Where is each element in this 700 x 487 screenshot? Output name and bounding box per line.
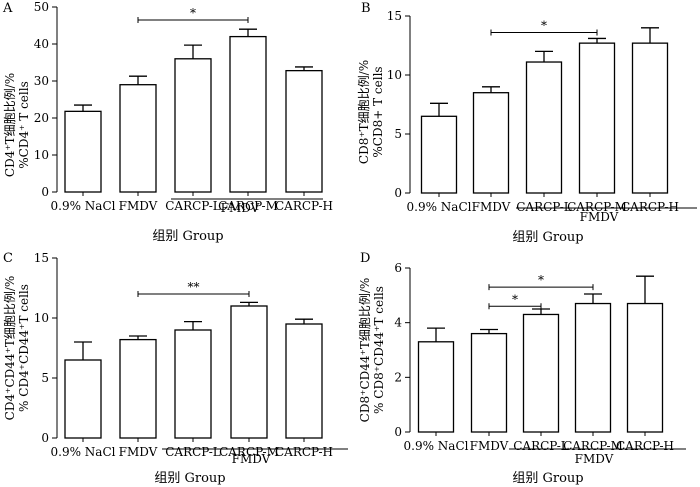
panel-a-bar <box>119 84 157 193</box>
panel-b-group-label: FMDV <box>580 210 619 224</box>
panel-a-label: A <box>2 1 13 16</box>
panel-a-sig-label: * <box>190 6 196 20</box>
panel-c-ytick-label: 15 <box>34 251 49 265</box>
panel-d-category-label: 0.9% NaCl <box>404 439 469 453</box>
panel-b-bar <box>631 42 669 194</box>
panel-d-ytick-label: 2 <box>394 370 402 384</box>
panel-d-sig-label: * <box>512 292 518 306</box>
panel-c-label: C <box>3 251 13 266</box>
panel-d-category-label: CARCP-L <box>513 439 569 453</box>
panel-a-ytick-label: 50 <box>34 0 49 14</box>
panel-c-ylabel-cn: CD4⁺CD44⁺T细胞比例/% <box>3 276 17 421</box>
panel-d-bar <box>417 341 455 433</box>
panel-d-bar <box>574 302 612 433</box>
panel-b-ytick-label: 15 <box>387 9 402 23</box>
panel-b-ytick-label: 0 <box>394 186 402 200</box>
panel-d-ylabel-en: % CD8⁺CD44⁺T cells <box>372 286 386 414</box>
panel-d-bar <box>470 332 508 433</box>
panel-b-bar <box>472 92 510 194</box>
panel-a-category-label: CARCP-H <box>275 199 333 213</box>
panel-a-group-label: FMDV <box>221 201 260 215</box>
panel-b-category-label: CARCP-L <box>516 200 572 214</box>
panel-a-bar <box>174 58 212 193</box>
panel-b-ytick-label: 10 <box>387 68 402 82</box>
panel-b-bar <box>420 115 458 194</box>
panel-b-sig-label: * <box>541 19 547 33</box>
panel-d-xlabel: 组别 Group <box>512 471 583 486</box>
panel-c-ytick-label: 0 <box>41 431 49 445</box>
panel-b-category-label: CARCP-M <box>567 200 627 214</box>
panel-d-ytick-label: 6 <box>394 261 402 275</box>
panel-b-category-label: 0.9% NaCl <box>407 200 472 214</box>
panel-c-xlabel: 组别 Group <box>154 471 225 486</box>
panel-b-ylabel-en: %CD8+ T cells <box>371 66 385 157</box>
panel-c-category-label: CARCP-L <box>165 445 221 459</box>
panel-b-category-label: CARCP-H <box>621 200 679 214</box>
panel-c-bar <box>119 338 157 439</box>
panel-a-bar <box>64 110 102 193</box>
panel-d: D CD8⁺CD44⁺T细胞比例/% % CD8⁺CD44⁺T cells 组别… <box>358 251 686 486</box>
panel-c-bar <box>285 323 323 439</box>
panel-a-ytick-label: 0 <box>41 185 49 199</box>
panel-d-ytick-label: 4 <box>394 316 402 330</box>
panel-a-ylabel-cn: CD4⁺T细胞比例/% <box>3 73 17 177</box>
panel-a-bar <box>285 69 323 193</box>
panel-d-category-label: CARCP-H <box>616 439 674 453</box>
panel-d-group-label: FMDV <box>575 452 614 466</box>
panel-c-group-label: FMDV <box>232 452 271 466</box>
panel-c-bar <box>174 329 212 439</box>
panel-a-ytick-label: 10 <box>34 148 49 162</box>
panel-c-ytick-label: 10 <box>34 311 49 325</box>
panel-a-ytick-label: 20 <box>34 111 49 125</box>
panel-b-bar <box>578 42 616 194</box>
panel-b-ytick-label: 5 <box>394 127 402 141</box>
panel-c: C CD4⁺CD44⁺T细胞比例/% % CD4⁺CD44⁺T cells 组别… <box>3 251 348 486</box>
panel-c-category-label: CARCP-M <box>219 445 279 459</box>
panel-c-bar <box>64 359 102 439</box>
panel-c-category-label: CARCP-H <box>275 445 333 459</box>
panel-a-category-label: FMDV <box>119 199 158 213</box>
panel-d-bar <box>522 313 560 433</box>
panel-a-ytick-label: 30 <box>34 74 49 88</box>
panel-a-bar <box>229 35 267 193</box>
panel-b-bar <box>525 61 563 194</box>
panel-b: B CD8⁺T细胞比例/% %CD8+ T cells 组别 Group FMD… <box>357 1 697 245</box>
panel-b-label: B <box>361 1 371 16</box>
panel-a-category-label: 0.9% NaCl <box>51 199 116 213</box>
panel-a-category-label: CARCP-L <box>165 199 221 213</box>
panel-a-xlabel: 组别 Group <box>152 229 223 244</box>
panel-d-ylabel-cn: CD8⁺CD44⁺T细胞比例/% <box>358 278 372 423</box>
panel-d-category-label: CARCP-M <box>563 439 623 453</box>
panel-a-category-label: CARCP-M <box>218 199 278 213</box>
panel-c-category-label: FMDV <box>119 445 158 459</box>
panel-d-label: D <box>360 251 370 266</box>
panel-d-bar <box>626 302 664 433</box>
panel-d-category-label: FMDV <box>470 439 509 453</box>
panel-a-ylabel-en: %CD4⁺ T cells <box>17 81 31 168</box>
panel-a-ytick-label: 40 <box>34 37 49 51</box>
panel-c-ytick-label: 5 <box>41 371 49 385</box>
panel-c-sig-label: ** <box>188 280 200 294</box>
panel-a: A CD4⁺T细胞比例/% %CD4⁺ T cells 组别 Group FMD… <box>2 0 333 244</box>
panel-b-xlabel: 组别 Group <box>512 230 583 245</box>
panel-b-ylabel-cn: CD8⁺T细胞比例/% <box>357 60 371 164</box>
panel-c-ylabel-en: % CD4⁺CD44⁺T cells <box>17 284 31 412</box>
panel-c-category-label: 0.9% NaCl <box>51 445 116 459</box>
panel-c-bar <box>230 305 268 439</box>
panel-b-category-label: FMDV <box>472 200 511 214</box>
panel-d-sig-label: * <box>538 273 544 287</box>
panel-d-ytick-label: 0 <box>394 425 402 439</box>
